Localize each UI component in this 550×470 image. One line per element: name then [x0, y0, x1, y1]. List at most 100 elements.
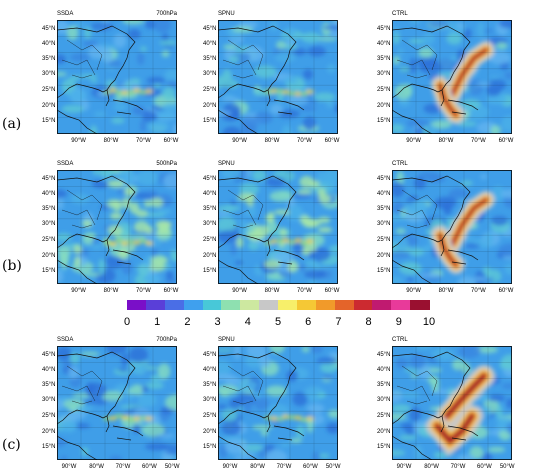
- longitude-label: 70°W: [471, 138, 486, 144]
- longitude-label: 80°W: [250, 464, 265, 470]
- latitude-label: 25°N: [377, 412, 391, 419]
- latitude-label: 35°N: [203, 381, 217, 388]
- longitude-label: 80°W: [264, 138, 280, 144]
- longitude-label: 60°W: [142, 464, 157, 470]
- latitude-label: 45°N: [203, 176, 217, 183]
- colorbar-swatch: [164, 300, 185, 310]
- map-panel: SSDA 700hPa 45°N 40°N 35°N 30°N 25°N 20°N 15°N 90…: [42, 11, 178, 144]
- latitude-label: 45°N: [42, 176, 56, 183]
- colorbar-swatch: [183, 300, 203, 310]
- colorbar-swatch: [221, 300, 241, 310]
- longitude-label: 70°W: [136, 138, 151, 144]
- latitude-label: 30°N: [377, 220, 391, 227]
- colorbar-swatch: [127, 300, 147, 310]
- map-panel: CTRL 45°N 40°N 35°N 30°N 25°N 20°N 15°N 90°W 80°W…: [377, 337, 515, 470]
- longitude-label: 90°W: [396, 464, 412, 470]
- latitude-label: 45°N: [377, 352, 391, 359]
- colorbar-swatch: [315, 300, 336, 310]
- map-panel: CTRL 45°N 40°N 35°N 30°N 25°N 20°N 15°N 90°W 80°W…: [377, 161, 513, 294]
- latitude-label: 30°N: [42, 220, 56, 227]
- latitude-label: 20°N: [203, 102, 217, 109]
- longitude-label: 90°W: [61, 464, 77, 470]
- map-field: [57, 346, 177, 460]
- map-field: [57, 170, 177, 284]
- colorbar-swatch: [202, 300, 222, 310]
- longitude-label: 60°W: [303, 464, 318, 470]
- latitude-label: 15°N: [203, 118, 217, 125]
- longitude-label: 90°W: [232, 288, 247, 294]
- latitude-label: 15°N: [42, 268, 56, 275]
- row-label: (a): [2, 116, 22, 132]
- latitude-label: 35°N: [377, 205, 391, 212]
- longitude-label: 80°W: [103, 138, 119, 144]
- longitude-label: 90°W: [406, 138, 421, 144]
- map-panel: SSDA 500hPa 45°N 40°N 35°N 30°N 25°N 20°N 15°N 90…: [42, 161, 178, 294]
- colorbar-label: 5: [274, 316, 282, 328]
- map-field: [218, 20, 338, 134]
- latitude-label: 40°N: [42, 40, 56, 47]
- longitude-label: 60°W: [324, 138, 340, 144]
- latitude-label: 25°N: [42, 86, 56, 93]
- colorbar-label: 1: [154, 316, 161, 328]
- latitude-label: 15°N: [203, 444, 217, 451]
- latitude-label: 20°N: [203, 428, 217, 435]
- longitude-label: 60°W: [324, 288, 340, 294]
- colorbar-label: 0: [123, 316, 131, 328]
- map-field: [218, 346, 338, 460]
- latitude-label: 35°N: [203, 55, 217, 62]
- longitude-label: 80°W: [89, 464, 104, 470]
- latitude-label: 20°N: [42, 102, 56, 109]
- latitude-label: 25°N: [203, 86, 217, 93]
- latitude-label: 30°N: [203, 396, 217, 403]
- latitude-label: 35°N: [377, 55, 391, 62]
- latitude-label: 15°N: [377, 444, 391, 451]
- colorbar-swatch: [410, 300, 430, 310]
- latitude-label: 35°N: [377, 381, 391, 388]
- map-field: [218, 170, 338, 284]
- longitude-label: 80°W: [103, 288, 119, 294]
- latitude-label: 30°N: [203, 220, 217, 227]
- colorbar-label: 6: [305, 316, 312, 328]
- colorbar-swatch: [259, 300, 279, 310]
- latitude-label: 45°N: [203, 352, 217, 359]
- latitude-label: 25°N: [377, 236, 391, 243]
- longitude-label: 70°W: [136, 288, 151, 294]
- latitude-label: 25°N: [42, 412, 56, 419]
- longitude-label: 70°W: [115, 464, 131, 470]
- latitude-label: 15°N: [377, 268, 391, 275]
- longitude-label: 80°W: [424, 464, 439, 470]
- latitude-label: 45°N: [42, 352, 56, 359]
- panel-title: CTRL: [392, 161, 408, 167]
- longitude-label: 70°W: [297, 288, 312, 294]
- latitude-label: 25°N: [203, 236, 217, 243]
- latitude-label: 15°N: [42, 118, 56, 125]
- latitude-label: 15°N: [377, 118, 391, 125]
- map-panel: SPNU 45°N 40°N 35°N 30°N 25°N 20°N 15°N 90°W 80°W…: [203, 11, 339, 144]
- latitude-label: 30°N: [203, 70, 217, 77]
- latitude-label: 30°N: [42, 70, 56, 77]
- longitude-label: 80°W: [438, 138, 454, 144]
- longitude-label: 60°W: [163, 138, 179, 144]
- latitude-label: 45°N: [377, 176, 391, 183]
- map-panel: SPNU 45°N 40°N 35°N 30°N 25°N 20°N 15°N 90°W 80°W…: [203, 337, 341, 470]
- latitude-label: 40°N: [203, 40, 217, 47]
- latitude-label: 40°N: [203, 366, 217, 373]
- latitude-label: 20°N: [203, 252, 217, 259]
- panel-title: CTRL: [392, 11, 408, 17]
- latitude-label: 25°N: [377, 86, 391, 93]
- latitude-label: 35°N: [42, 381, 56, 388]
- latitude-label: 25°N: [203, 412, 217, 419]
- colorbar-swatch: [353, 300, 373, 310]
- latitude-label: 30°N: [377, 396, 391, 403]
- latitude-label: 40°N: [377, 190, 391, 197]
- longitude-label: 60°W: [498, 138, 514, 144]
- colorbar-label: 3: [214, 316, 221, 328]
- panel-title: SSDA: [57, 11, 74, 17]
- colorbar-swatch: [145, 300, 166, 310]
- row-label: (b): [2, 258, 22, 274]
- panel-title: SPNU: [218, 11, 235, 17]
- colorbar-label: 8: [365, 316, 372, 328]
- longitude-label: 90°W: [232, 138, 247, 144]
- longitude-label: 80°W: [264, 288, 280, 294]
- longitude-label: 50°W: [325, 464, 341, 470]
